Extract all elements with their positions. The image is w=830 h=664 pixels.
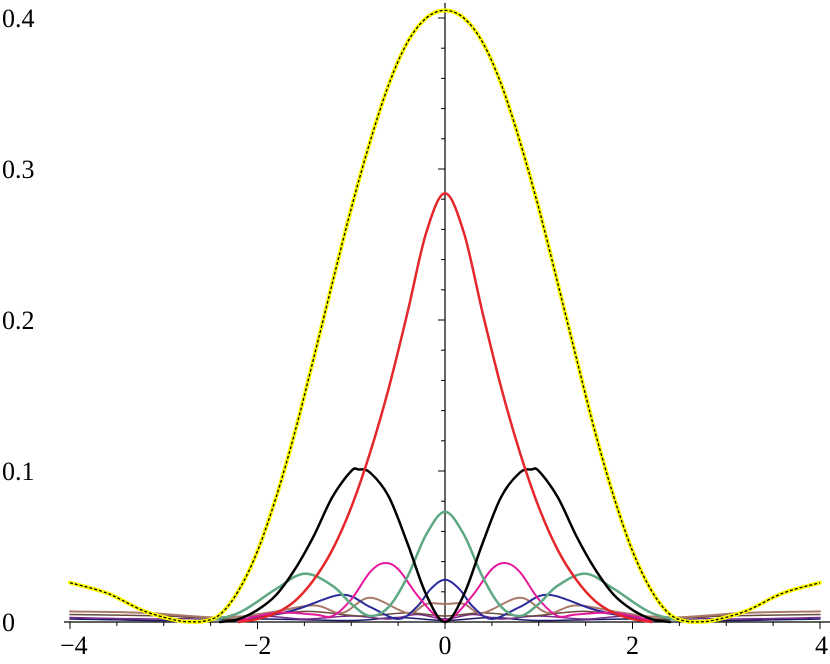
series-line-5	[237, 562, 653, 622]
series-line-2	[237, 191, 653, 624]
tick-labels: −4 −2 0 2 4 0 0.1 0.2 0.3 0.4	[2, 4, 828, 660]
series-line-1-dash-overlay	[69, 9, 821, 623]
y-tick-label: 0.3	[2, 155, 35, 184]
series-line-6	[219, 578, 671, 623]
y-tick-label: 0.1	[2, 457, 35, 486]
series-line-4	[200, 510, 691, 624]
y-tick-label: 0.2	[2, 306, 35, 335]
series-line-7	[69, 596, 821, 619]
y-tick-label: 0.4	[2, 4, 35, 33]
series-layer	[68, 8, 822, 624]
series-line-3	[218, 467, 672, 624]
x-tick-label: −4	[60, 631, 88, 660]
axes	[64, 2, 830, 629]
x-tick-label: −2	[244, 631, 272, 660]
x-tick-label: 2	[626, 631, 639, 660]
y-tick-label: 0	[2, 608, 15, 637]
x-tick-label: 0	[439, 631, 452, 660]
x-tick-label: 4	[815, 631, 828, 660]
